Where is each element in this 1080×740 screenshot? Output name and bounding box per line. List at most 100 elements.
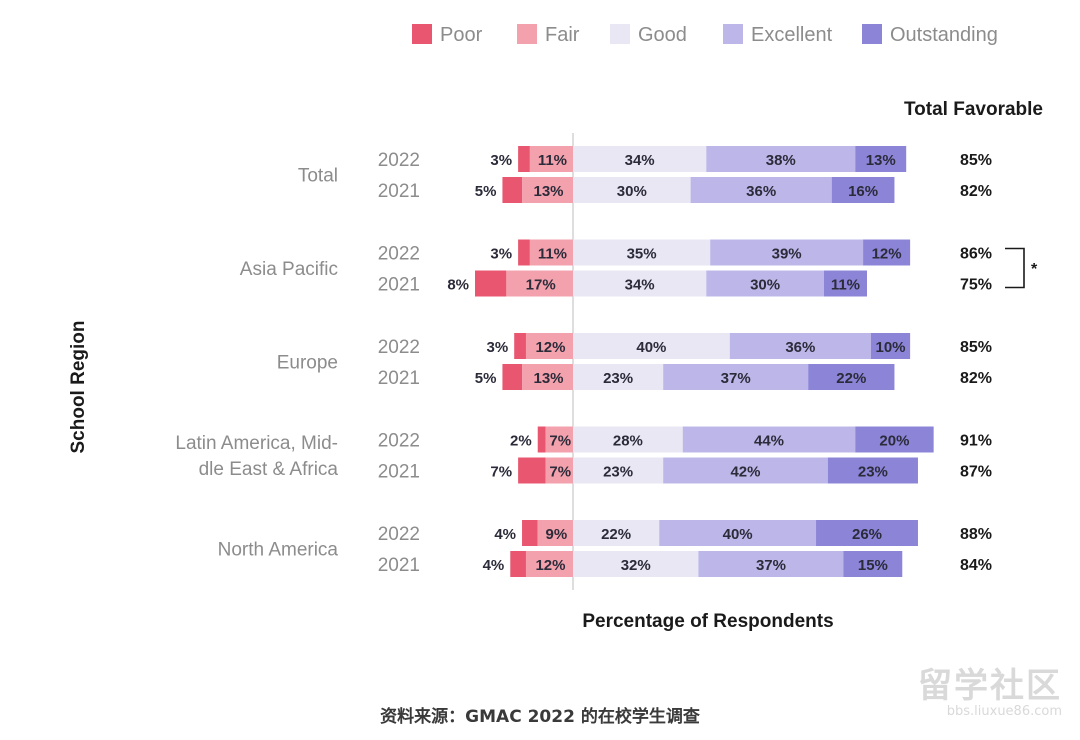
bar-segment-good [573,270,707,297]
legend-swatch-excellent [723,24,743,44]
region-label: dle East & Africa [199,459,339,480]
data-label-poor: 4% [483,557,505,574]
region-group-total: Total 2022 3% 11% 34% 38% 13% 85% 2021 5% 13% 30% 36… [298,146,992,203]
data-label-outstanding: 15% [858,557,888,574]
bar-row-2021: 2021 7% 7% 23% 42% 23% 87% [378,457,992,484]
bar-segment-fair [525,333,573,359]
bar-segment-excellent [729,333,871,359]
data-label-good: 23% [603,464,633,481]
total-favorable-value: 85% [960,339,992,356]
region-label: Europe [277,353,338,374]
bar-row-2021: 2021 5% 13% 30% 36% 16% 82% [378,177,992,203]
bar-segment-fair [537,520,573,546]
year-label: 2021 [378,275,420,296]
bar-segment-fair [545,426,573,453]
bar-segment-poor [502,177,523,203]
legend-label-outstanding: Outstanding [890,24,998,46]
bar-segment-excellent [706,270,824,297]
data-label-excellent: 38% [766,152,796,169]
data-label-poor: 7% [490,464,512,481]
data-label-fair: 9% [546,526,568,543]
bar-segment-outstanding [808,364,895,390]
legend: Poor Fair Good Excellent Outstanding [412,24,998,46]
total-favorable-value: 82% [960,183,992,200]
bar-segment-good [573,457,664,484]
year-label: 2022 [378,244,420,265]
data-label-excellent: 36% [785,339,815,356]
legend-swatch-poor [412,24,432,44]
bar-segment-poor [522,520,538,546]
data-label-excellent: 36% [746,183,776,200]
data-label-outstanding: 26% [852,526,882,543]
bar-segment-fair [522,177,573,203]
bar-segment-excellent [698,551,844,577]
legend-item-excellent: Excellent [723,24,833,46]
bar-segment-poor [518,457,546,484]
bar-segment-outstanding [870,333,911,359]
data-label-poor: 2% [510,433,532,450]
x-axis-label: Percentage of Respondents [582,611,833,632]
data-label-good: 28% [613,433,643,450]
data-label-outstanding: 10% [876,339,906,356]
year-label: 2021 [378,462,420,483]
watermark-main: 留学社区 [918,666,1062,706]
data-label-fair: 7% [549,433,571,450]
data-label-good: 23% [603,370,633,387]
bar-row-2022: 2022 2% 7% 28% 44% 20% 91% [378,426,992,453]
year-label: 2022 [378,524,420,545]
bar-row-2021: 2021 8% 17% 34% 30% 11% 75% [378,270,992,297]
data-label-poor: 5% [475,183,497,200]
data-label-good: 34% [625,277,655,294]
data-label-excellent: 37% [721,370,751,387]
bar-segment-good [573,520,660,546]
total-favorable-value: 87% [960,464,992,481]
bar-segment-outstanding [827,457,918,484]
legend-swatch-outstanding [862,24,882,44]
data-label-excellent: 40% [723,526,753,543]
watermark-logo: 留学社区 bbs.liuxue86.com [918,668,1062,719]
region-group-europe: Europe 2022 3% 12% 40% 36% 10% 85% 2021 5% 13% 23% 3… [277,333,992,390]
data-label-outstanding: 16% [848,183,878,200]
region-label: Total [298,166,338,187]
data-label-poor: 3% [490,152,512,169]
bar-segment-good [573,333,730,359]
significance-bracket [1005,247,1025,289]
bar-segment-outstanding [823,270,867,297]
data-label-outstanding: 11% [831,277,860,294]
total-favorable-value: 85% [960,152,992,169]
legend-label-fair: Fair [545,24,580,46]
data-label-poor: 3% [490,246,512,263]
data-label-excellent: 30% [750,277,780,294]
data-label-good: 22% [601,526,631,543]
data-label-good: 34% [625,152,655,169]
data-label-good: 35% [627,246,657,263]
bar-segment-good [573,426,683,453]
diverging-bar-chart: Poor Fair Good Excellent Outstanding Total F… [68,24,1043,632]
bar-segment-poor [537,426,546,453]
year-label: 2022 [378,150,420,171]
bar-row-2021: 2021 4% 12% 32% 37% 15% 84% [378,551,992,577]
bar-segment-excellent [663,364,809,390]
legend-label-poor: Poor [440,24,483,46]
data-label-poor: 5% [475,370,497,387]
bar-segment-excellent [659,520,817,546]
total-favorable-value: 91% [960,433,992,450]
data-label-outstanding: 23% [858,464,888,481]
data-label-outstanding: 13% [866,152,896,169]
bar-segment-poor [475,270,507,297]
year-label: 2021 [378,368,420,389]
data-label-good: 32% [621,557,651,574]
legend-item-fair: Fair [517,24,580,46]
bar-segment-poor [510,551,526,577]
bar-row-2022: 2022 3% 11% 34% 38% 13% 85% [378,146,992,172]
bar-segment-good [573,551,699,577]
y-axis-label: School Region [68,321,89,454]
bar-segment-excellent [682,426,856,453]
bar-row-2022: 2022 4% 9% 22% 40% 26% 88% [378,520,992,546]
bar-segment-outstanding [863,239,911,266]
data-label-excellent: 39% [772,246,802,263]
region-label: Latin America, Mid- [175,433,338,454]
region-group-north-america: North America 2022 4% 9% 22% 40% 26% 88% 2021 4% 1… [218,520,992,577]
year-label: 2021 [378,181,420,202]
region-group-latin-america-mid-dle-east-africa: Latin America, Mid-dle East & Africa 2022… [175,426,992,484]
